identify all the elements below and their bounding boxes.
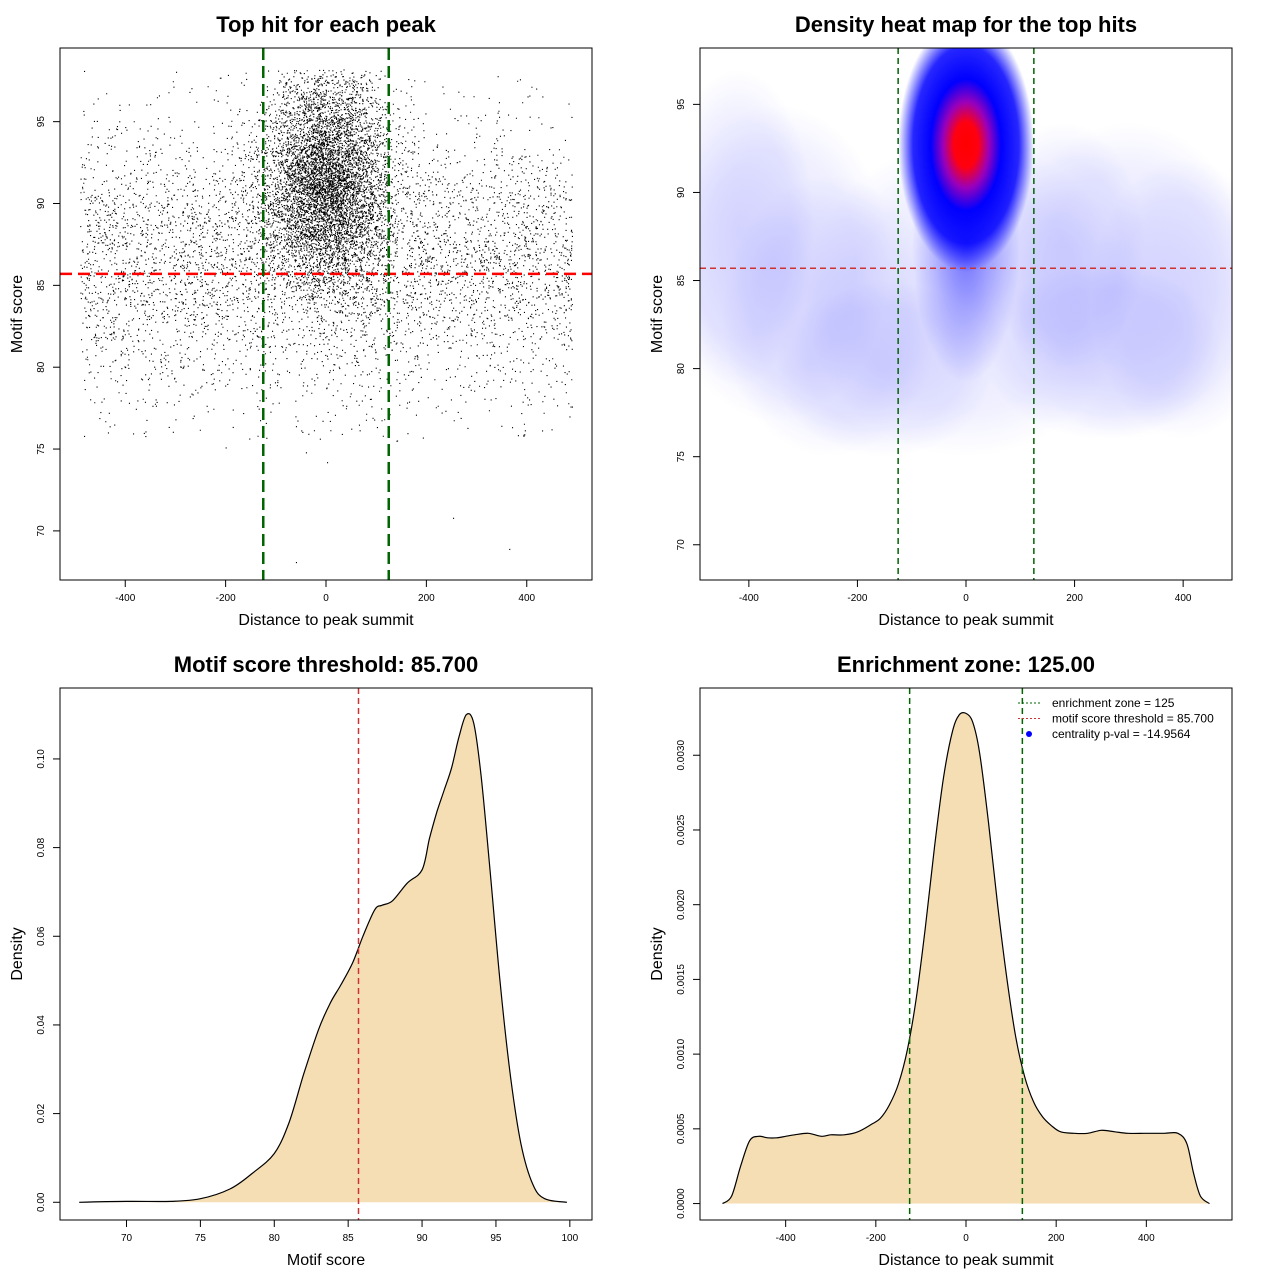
panel-scatter: Top hit for each peak -400 -200 0 200 400 70…	[9, 12, 593, 629]
distance-density-x-axis: -400 -200 0 200 400	[776, 1220, 1155, 1244]
heat-core	[898, 48, 1034, 272]
heatmap-x-axis-label: Distance to peak summit	[878, 612, 1054, 629]
legend-point-swatch	[1026, 731, 1032, 737]
scatter-plot-frame	[59, 47, 593, 581]
heatmap-y-axis-label: Motif score	[649, 275, 666, 353]
x-tick-label: -400	[739, 593, 759, 604]
y-tick-label: 85	[36, 279, 47, 291]
y-tick-label: 0.0030	[676, 740, 687, 771]
x-tick-label: 0	[963, 1233, 969, 1244]
score-density-area	[79, 713, 567, 1203]
y-tick-label: 85	[676, 275, 687, 287]
y-tick-label: 0.02	[36, 1103, 47, 1123]
x-tick-label: 200	[1048, 1233, 1065, 1244]
density-fill	[722, 712, 1210, 1204]
heat-background-blob	[700, 69, 814, 387]
y-tick-label: 70	[36, 525, 47, 537]
x-tick-label: 400	[1138, 1233, 1155, 1244]
scatter-point-cloud	[80, 69, 573, 564]
heatmap-image	[700, 48, 1232, 580]
distance-density-title: Enrichment zone: 125.00	[837, 652, 1095, 677]
legend-label: enrichment zone = 125	[1052, 696, 1175, 710]
x-tick-label: 0	[963, 593, 969, 604]
y-tick-label: 75	[36, 443, 47, 455]
x-tick-label: 400	[518, 593, 535, 604]
distance-density-reference-lines	[908, 688, 1024, 1220]
heatmap-density	[700, 48, 1232, 457]
y-tick-label: 80	[36, 361, 47, 373]
score-density-plot-frame	[59, 687, 593, 1221]
heatmap-x-axis: -400 -200 0 200 400	[739, 580, 1192, 604]
x-tick-label: 85	[343, 1233, 355, 1244]
scatter-x-axis: -400 -200 0 200 400	[115, 580, 536, 604]
x-tick-label: -400	[776, 1233, 796, 1244]
x-tick-label: 80	[269, 1233, 281, 1244]
score-density-y-axis: 0.00 0.02 0.04 0.06 0.08 0.10	[36, 749, 60, 1212]
x-tick-label: 70	[121, 1233, 133, 1244]
legend-label: centrality p-val = -14.9564	[1052, 727, 1191, 741]
y-tick-label: 75	[676, 451, 687, 463]
y-tick-label: 0.0010	[676, 1038, 687, 1069]
y-tick-label: 0.0025	[676, 814, 687, 845]
heatmap-y-axis: 70 75 80 85 90 95	[676, 98, 700, 550]
x-tick-label: 75	[195, 1233, 207, 1244]
legend: enrichment zone = 125 motif score thresho…	[1018, 696, 1214, 741]
y-tick-label: 0.00	[36, 1192, 47, 1212]
scatter-x-axis-label: Distance to peak summit	[238, 612, 414, 629]
heatmap-title: Density heat map for the top hits	[795, 12, 1137, 37]
scatter-y-axis-label: Motif score	[9, 275, 26, 353]
x-tick-label: 400	[1175, 593, 1192, 604]
panel-distance-density: Enrichment zone: 125.00 -400 -200 0 200 400 …	[649, 652, 1233, 1269]
score-density-title: Motif score threshold: 85.700	[174, 652, 478, 677]
x-tick-label: 95	[490, 1233, 502, 1244]
density-curve	[79, 713, 567, 1203]
y-tick-label: 0.10	[36, 749, 47, 769]
y-tick-label: 95	[36, 116, 47, 128]
x-tick-label: 200	[1066, 593, 1083, 604]
y-tick-label: 70	[676, 539, 687, 551]
distance-density-y-axis-label: Density	[649, 927, 666, 980]
density-fill	[79, 713, 567, 1203]
score-density-x-axis-label: Motif score	[287, 1252, 365, 1269]
legend-label: motif score threshold = 85.700	[1052, 712, 1214, 726]
x-tick-label: -400	[115, 593, 135, 604]
x-tick-label: 90	[416, 1233, 428, 1244]
scatter-title: Top hit for each peak	[216, 12, 436, 37]
x-tick-label: -200	[216, 593, 236, 604]
distance-density-area	[722, 711, 1210, 1205]
y-tick-label: 0.0020	[676, 889, 687, 920]
panel-heatmap: Density heat map for the top hits -400 -2…	[649, 12, 1233, 629]
x-tick-label: 0	[323, 593, 329, 604]
x-tick-label: 100	[561, 1233, 578, 1244]
heatmap-reference-lines	[700, 48, 1232, 580]
y-tick-label: 80	[676, 363, 687, 375]
scatter-points	[80, 69, 573, 564]
y-tick-label: 0.0000	[676, 1188, 687, 1219]
score-density-x-axis: 70 75 80 85 90 95 100	[121, 1220, 579, 1244]
distance-density-x-axis-label: Distance to peak summit	[878, 1252, 1054, 1269]
scatter-reference-lines	[60, 48, 592, 580]
y-tick-label: 0.0015	[676, 964, 687, 995]
y-tick-label: 0.06	[36, 926, 47, 946]
distance-density-y-axis: 0.0000 0.0005 0.0010 0.0015 0.0020 0.0025 0.00…	[676, 740, 700, 1219]
y-tick-label: 90	[676, 186, 687, 198]
panel-score-density: Motif score threshold: 85.700 70 75 80 85 90…	[9, 652, 593, 1269]
y-tick-label: 0.0005	[676, 1113, 687, 1144]
y-tick-label: 95	[676, 98, 687, 110]
y-tick-label: 90	[36, 198, 47, 210]
y-tick-label: 0.08	[36, 837, 47, 857]
y-tick-label: 0.04	[36, 1015, 47, 1035]
x-tick-label: -200	[847, 593, 867, 604]
x-tick-label: 200	[418, 593, 435, 604]
density-curve	[722, 711, 1210, 1205]
x-tick-label: -200	[866, 1233, 886, 1244]
scatter-y-axis: 70 75 80 85 90 95	[36, 116, 60, 537]
score-density-y-axis-label: Density	[9, 927, 26, 980]
